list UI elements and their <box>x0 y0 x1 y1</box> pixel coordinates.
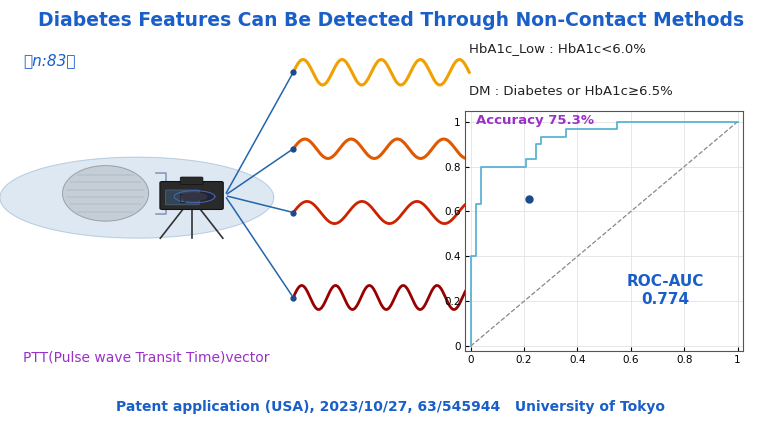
Text: ROC-AUC
0.774: ROC-AUC 0.774 <box>626 274 704 307</box>
Text: Diabetes Features Can Be Detected Through Non-Contact Methods: Diabetes Features Can Be Detected Throug… <box>38 11 744 30</box>
Text: （n:83）: （n:83） <box>23 53 76 68</box>
Text: 🤖: 🤖 <box>179 193 185 202</box>
Text: Accuracy 75.3%: Accuracy 75.3% <box>476 114 594 127</box>
Text: DM : Diabetes or HbA1c≥6.5%: DM : Diabetes or HbA1c≥6.5% <box>469 85 673 98</box>
Polygon shape <box>63 166 149 221</box>
Polygon shape <box>0 157 274 238</box>
Text: Patent application (USA), 2023/10/27, 63/545944   University of Tokyo: Patent application (USA), 2023/10/27, 63… <box>117 400 665 414</box>
Polygon shape <box>174 191 215 203</box>
FancyBboxPatch shape <box>180 177 203 184</box>
FancyBboxPatch shape <box>166 190 199 205</box>
Polygon shape <box>182 193 206 200</box>
Text: HbA1c_Low : HbA1c<6.0%: HbA1c_Low : HbA1c<6.0% <box>469 42 646 56</box>
FancyBboxPatch shape <box>160 181 224 210</box>
Text: PTT(Pulse wave Transit Time)vector: PTT(Pulse wave Transit Time)vector <box>23 351 270 365</box>
